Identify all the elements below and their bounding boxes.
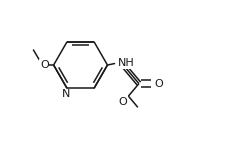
Text: O: O [40, 60, 49, 70]
Text: O: O [154, 79, 163, 89]
Text: NH: NH [118, 58, 134, 68]
Text: N: N [62, 89, 70, 99]
Text: O: O [118, 97, 127, 107]
